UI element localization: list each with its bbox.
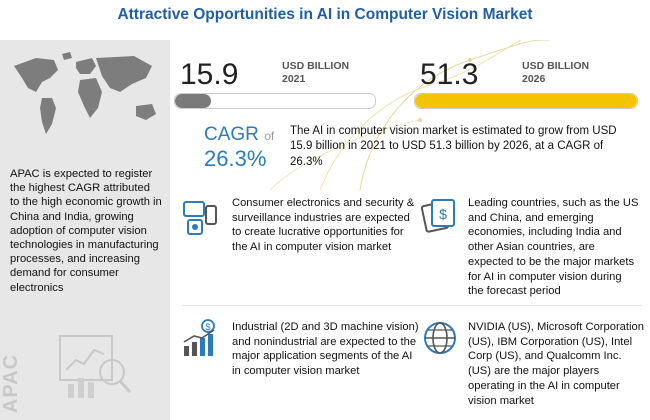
cagr-label: CAGR of <box>204 124 274 146</box>
left-panel: APAC is expected to register the highest… <box>0 40 170 420</box>
unit-label: USD BILLION <box>282 60 350 72</box>
cagr-value: 26.3% <box>204 146 267 171</box>
svg-text:$: $ <box>439 206 447 222</box>
blurb-major-players: NVIDIA (US), Microsoft Corporation (US),… <box>468 321 644 407</box>
apac-description: APAC is expected to register the highest… <box>10 168 162 294</box>
cagr-description: The AI in computer vision market is esti… <box>290 125 617 168</box>
market-value-2021: 15.9 <box>180 58 239 91</box>
cagr-of: of <box>264 129 275 143</box>
blurb-leading-countries: Leading countries, such as the US and Ch… <box>468 197 639 298</box>
progress-bar-2026 <box>414 93 638 109</box>
unit-label: USD BILLION <box>522 60 590 72</box>
growth-chart-icon: $ <box>183 319 215 356</box>
page-title: Attractive Opportunities in AI in Comput… <box>117 6 533 23</box>
globe-icon <box>424 322 456 354</box>
consumer-electronics-icon <box>183 201 217 235</box>
progress-fill-2021 <box>175 94 211 108</box>
cagr-word: CAGR <box>204 124 259 145</box>
blurb-application-segments: Industrial (2D and 3D machine vision) an… <box>232 321 419 378</box>
world-map-icon <box>14 52 156 134</box>
decorative-network-lines <box>269 40 551 190</box>
progress-fill-2026 <box>415 94 637 108</box>
money-icon: $ <box>420 199 455 233</box>
apac-watermark: APAC <box>0 353 23 414</box>
analytics-magnifier-icon <box>59 335 132 398</box>
market-value-2026: 51.3 <box>420 58 479 91</box>
progress-bar-2021 <box>174 93 376 109</box>
market-unit-2021: USD BILLION 2021 <box>282 60 349 86</box>
svg-text:$: $ <box>205 322 210 332</box>
year-label: 2026 <box>522 73 546 85</box>
year-label: 2021 <box>282 73 306 85</box>
section-divider <box>182 305 642 306</box>
blurb-consumer-electronics: Consumer electronics and security & surv… <box>232 197 415 254</box>
market-unit-2026: USD BILLION 2026 <box>522 60 589 86</box>
